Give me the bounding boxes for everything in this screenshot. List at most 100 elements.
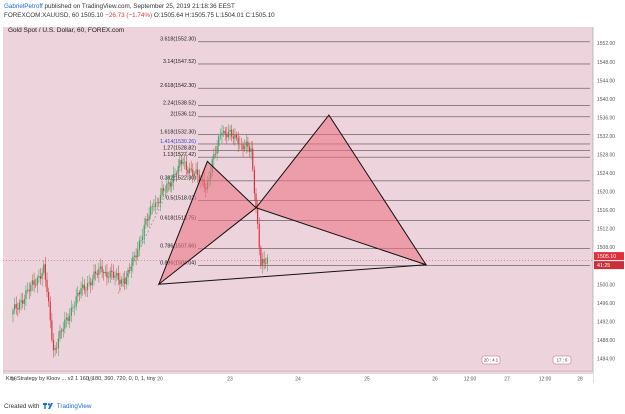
candle-body xyxy=(174,173,176,175)
candle-body xyxy=(96,273,98,275)
candle-body xyxy=(227,131,230,138)
footer: Created with TradingView xyxy=(0,400,625,414)
event-badge-text: 17 : 6 xyxy=(557,358,568,363)
candle-body xyxy=(187,169,189,174)
candle-body xyxy=(244,146,246,150)
candle-body xyxy=(176,173,178,175)
chart-area[interactable]: 1484.001488.001492.001496.001500.001504.… xyxy=(0,25,625,400)
candle-body xyxy=(198,175,200,182)
candle-body xyxy=(57,338,59,349)
candle-body xyxy=(59,330,61,339)
candle-body xyxy=(163,188,165,191)
candle-body xyxy=(15,304,17,309)
event-badge[interactable] xyxy=(552,355,572,365)
price-axis[interactable] xyxy=(593,27,625,383)
candle-body xyxy=(62,328,64,332)
candle-body xyxy=(260,247,262,267)
last-price-tag xyxy=(594,252,624,261)
candle-body xyxy=(80,288,82,295)
fib-level-label: 3.618(1552.30) xyxy=(160,37,196,43)
author-link[interactable]: GabrielPetroff xyxy=(4,3,43,10)
time-tick-label: 20 xyxy=(157,377,163,383)
candle-body xyxy=(132,256,134,267)
fib-level-label: 3.14(1547.52) xyxy=(163,59,196,65)
price-tick-label: 1528.00 xyxy=(597,152,615,158)
candle-body xyxy=(235,134,238,138)
candle-body xyxy=(72,307,74,309)
candle-body xyxy=(226,134,228,138)
candle-body xyxy=(257,207,259,224)
candle-body xyxy=(49,301,51,321)
time-tick-label: 23 xyxy=(227,377,233,383)
candle-body xyxy=(239,143,241,145)
candle-body xyxy=(99,266,102,269)
candle-body xyxy=(193,173,196,176)
candle-body xyxy=(172,174,174,183)
fib-level-label: 2(1536.12) xyxy=(170,112,196,118)
candle-body xyxy=(245,141,247,147)
candle-body xyxy=(17,308,19,310)
candle-body xyxy=(109,270,111,278)
candle-body xyxy=(78,292,81,295)
pattern-triangle-bcd[interactable] xyxy=(255,114,428,266)
candle-body xyxy=(103,271,105,274)
candle-body xyxy=(38,276,40,278)
candle-body xyxy=(263,259,265,264)
candle-body xyxy=(137,249,139,258)
event-badge[interactable] xyxy=(481,355,501,365)
candle-body xyxy=(124,278,126,285)
candle-body xyxy=(130,266,132,271)
candle-body xyxy=(179,160,181,166)
candle-body xyxy=(48,291,50,302)
price-tick-label: 1496.00 xyxy=(597,301,615,307)
candle-body xyxy=(161,188,163,196)
candle-body xyxy=(167,182,170,184)
candle-body xyxy=(146,219,149,221)
fib-level-label: 0.5(1518.02) xyxy=(166,196,196,202)
candle-body xyxy=(114,275,116,278)
indicator-label[interactable]: Kite Strategy by Kloov ... v2 1 160, 180… xyxy=(6,376,156,382)
price-tick-label: 1540.00 xyxy=(597,97,615,103)
fib-level-label: 1.27(1528.82) xyxy=(163,145,196,151)
candle-body xyxy=(252,148,254,170)
candle-body xyxy=(195,169,197,174)
candle-body xyxy=(180,160,183,164)
candle-body xyxy=(65,317,68,320)
candle-body xyxy=(112,272,115,278)
candle-body xyxy=(116,273,118,276)
candle-body xyxy=(127,269,129,278)
candle-body xyxy=(39,276,42,279)
candles xyxy=(12,124,268,358)
candle-body xyxy=(224,130,226,135)
pattern-triangle-xab[interactable] xyxy=(157,160,257,286)
candle-body xyxy=(166,183,168,191)
candle-body xyxy=(30,284,32,292)
price-tick-label: 1492.00 xyxy=(597,319,615,325)
candle-body xyxy=(247,141,249,147)
candle-body xyxy=(192,169,194,176)
candle-body xyxy=(90,282,92,286)
candle-body xyxy=(231,129,233,137)
candle-body xyxy=(52,339,55,351)
candle-body xyxy=(20,300,22,303)
candle-body xyxy=(83,284,85,290)
time-axis[interactable] xyxy=(3,374,593,383)
last-price-value: 1505.10 xyxy=(597,254,616,260)
candle-body xyxy=(169,182,171,187)
candle-body xyxy=(98,268,100,275)
candle-body xyxy=(234,134,236,139)
candle-body xyxy=(185,161,187,170)
candle-body xyxy=(232,136,234,139)
candle-body xyxy=(104,271,106,274)
tradingview-link[interactable]: TradingView xyxy=(56,403,92,410)
fib-level-label: 0.618(1513.75) xyxy=(160,215,196,221)
candle-body xyxy=(177,165,179,175)
pattern-xd-line[interactable] xyxy=(158,264,427,285)
price-chart[interactable]: 1484.001488.001492.001496.001500.001504.… xyxy=(0,25,625,400)
candle-body xyxy=(143,224,145,237)
candle-body xyxy=(242,144,244,150)
time-tick-label: 28 xyxy=(577,377,583,383)
candle-body xyxy=(188,168,191,174)
tradingview-logo-icon xyxy=(43,403,54,409)
candle-body xyxy=(125,277,127,285)
